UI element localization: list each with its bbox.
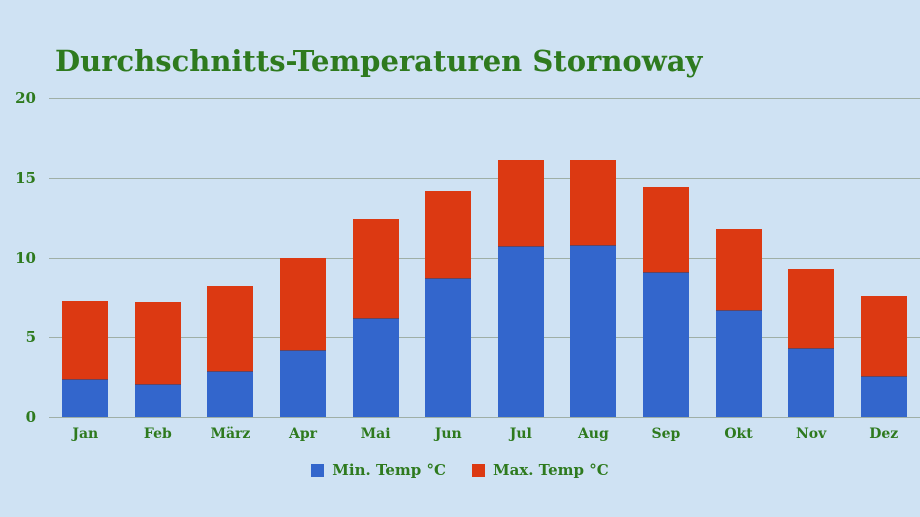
- x-axis-month-label-jun: Jun: [434, 426, 462, 442]
- legend-item-min: Min. Temp °C: [311, 461, 446, 479]
- x-axis-month-label-feb: Feb: [143, 426, 172, 442]
- x-axis-month-label-apr: Apr: [289, 426, 318, 442]
- x-axis-month-label-mai: Mai: [360, 426, 391, 442]
- gridline-y10: [49, 257, 920, 259]
- bar-min-temp-aug[interactable]: [570, 244, 617, 417]
- bar-min-temp-jan[interactable]: [62, 378, 109, 417]
- x-axis-month-label-märz: März: [210, 426, 251, 442]
- bar-min-temp-jun[interactable]: [425, 278, 472, 417]
- gridline-y5: [49, 337, 920, 339]
- x-axis-month-label-aug: Aug: [577, 426, 609, 442]
- bar-min-temp-sep[interactable]: [642, 271, 689, 417]
- y-axis-tick-label-5: 5: [25, 328, 36, 347]
- gridline-y20: [49, 98, 920, 99]
- bar-min-temp-apr[interactable]: [280, 350, 327, 417]
- x-axis-month-label-nov: Nov: [795, 426, 827, 442]
- chart-title: Durchschnitts-Temperaturen Stornoway: [55, 44, 703, 78]
- bar-min-temp-märz[interactable]: [207, 370, 254, 417]
- x-axis-month-label-jan: Jan: [72, 426, 99, 442]
- legend-max-label: Max. Temp °C: [492, 461, 609, 479]
- y-axis-tick-label-10: 10: [15, 248, 36, 267]
- x-axis-month-label-sep: Sep: [651, 426, 681, 442]
- bar-min-temp-okt[interactable]: [715, 310, 762, 417]
- legend-min-label: Min. Temp °C: [332, 461, 446, 479]
- legend-min-swatch-icon: [311, 463, 325, 477]
- legend-item-max: Max. Temp °C: [471, 461, 609, 479]
- y-axis-tick-label-0: 0: [25, 408, 36, 426]
- y-axis-tick-label-20: 20: [15, 89, 36, 107]
- y-axis-tick-label-15: 15: [15, 168, 36, 187]
- bar-min-temp-jul[interactable]: [497, 246, 544, 417]
- bar-min-temp-mai[interactable]: [352, 318, 399, 417]
- legend: Min. Temp °C Max. Temp °C: [0, 461, 920, 479]
- x-axis-month-label-jul: Jul: [509, 426, 532, 442]
- gridline-y0: [49, 417, 920, 418]
- bar-min-temp-nov[interactable]: [788, 348, 835, 417]
- bar-min-temp-feb[interactable]: [134, 383, 181, 417]
- bar-min-temp-dez[interactable]: [860, 375, 907, 417]
- x-axis-month-label-dez: Dez: [869, 426, 899, 442]
- x-axis-month-label-okt: Okt: [724, 426, 753, 442]
- gridline-y15: [49, 177, 920, 179]
- legend-max-swatch-icon: [471, 463, 485, 477]
